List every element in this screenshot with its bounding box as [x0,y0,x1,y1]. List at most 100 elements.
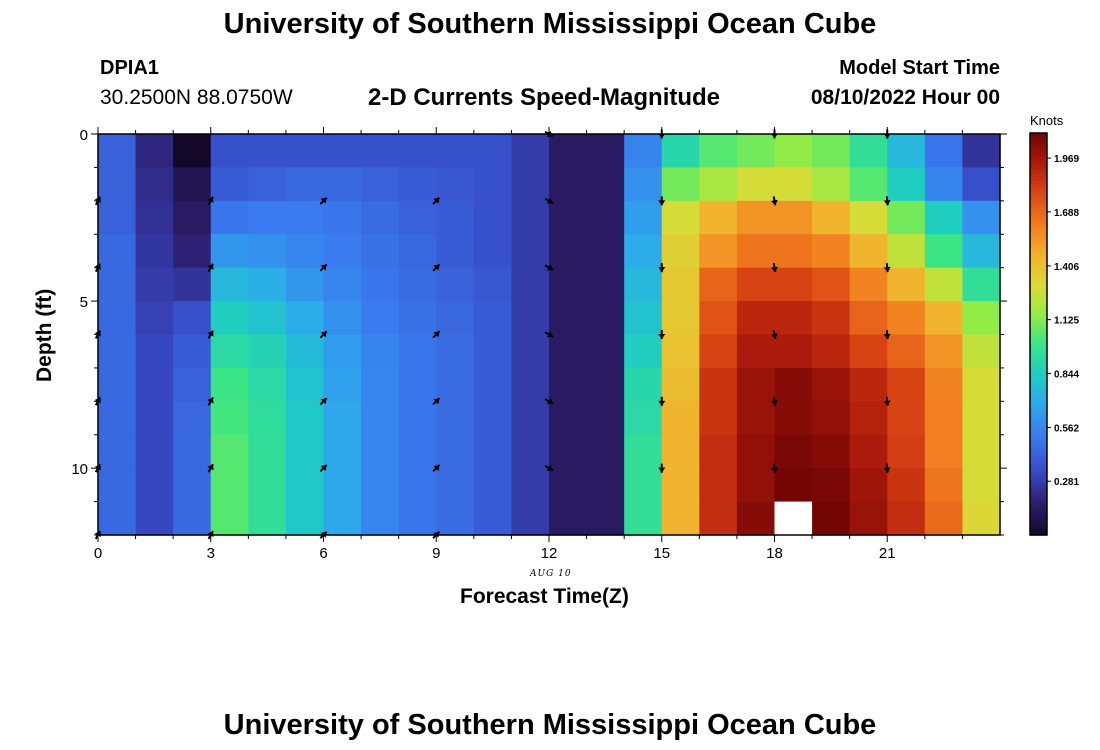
colorbar-segment [1030,323,1047,328]
heatmap-cell [586,200,625,235]
colorbar-segment [1030,317,1047,322]
current-vector-arrow [432,464,441,473]
heatmap-cell [887,434,926,469]
colorbar-segment [1030,414,1047,419]
heatmap-cell [135,501,174,536]
heatmap-cell [849,401,888,436]
colorbar-segment [1030,347,1047,352]
colorbar-segment [1030,434,1047,439]
heatmap-cell [511,434,550,469]
current-vector-arrow [883,196,891,206]
current-vector-arrow [207,396,214,406]
colorbar-segment [1030,280,1047,285]
colorbar-segment [1030,337,1047,342]
current-vector-arrow [207,463,214,473]
heatmap-cell [210,367,249,402]
colorbar-segment [1030,380,1047,385]
y-axis-label: Depth (ft) [33,288,56,382]
current-vector-arrow [544,197,554,204]
heatmap-cell [661,134,700,169]
heatmap-cell [549,367,588,402]
heatmap-cell [586,167,625,202]
current-vector-arrow [319,330,328,339]
heatmap-cell [511,234,550,269]
heatmap-cell [549,267,588,302]
heatmap-cell [736,134,776,169]
current-vector-arrow [432,196,441,205]
colorbar-segment [1030,478,1047,482]
heatmap-cell [398,434,437,469]
x-tick-label: 15 [653,545,670,562]
heatmap-cell [361,134,400,169]
heatmap-cell [962,501,1001,536]
x-tick-label: 0 [94,545,102,562]
colorbar-segment [1030,246,1047,251]
colorbar-segment [1030,210,1047,214]
heatmap-cell [98,167,137,202]
heatmap-cell [210,334,249,369]
heatmap-cell [398,301,437,336]
heatmap-cell [549,167,588,202]
heatmap-cell [436,334,475,369]
colorbar-segment [1030,524,1047,529]
colorbar-segment [1030,488,1047,493]
heatmap-cell [436,401,475,436]
heatmap-cell [511,200,550,235]
current-vector-arrow [432,397,441,406]
heatmap-cell [285,468,325,503]
heatmap-cell [98,334,137,369]
colorbar-segment [1030,354,1047,359]
colorbar-segment [1030,528,1047,533]
heatmap-cell [699,401,738,436]
colorbar-segment [1030,474,1047,479]
heatmap-cell [473,367,513,402]
heatmap-cell [586,267,625,302]
heatmap-cell [248,200,287,235]
heatmap-cell [624,501,663,536]
colorbar-segment [1030,173,1047,178]
heatmap-cell [661,301,700,336]
heatmap-cell [924,301,964,336]
heatmap-cell [173,434,212,469]
heatmap-cell [173,301,212,336]
heatmap-cell [887,267,926,302]
heatmap-cell [473,234,513,269]
heatmap-cell [924,367,964,402]
station-coordinates: 30.2500N 88.0750W [100,86,293,109]
heatmap-cell [473,401,513,436]
colorbar-segment [1030,283,1047,288]
heatmap-cell [398,334,437,369]
heatmap-cell [812,301,851,336]
heatmap-cell [812,401,851,436]
colorbar-segment [1030,367,1047,372]
current-vector-arrow [658,330,666,339]
colorbar-title: Knots [1030,113,1064,128]
heatmap-cell [173,468,212,503]
heatmap-cell [285,200,325,235]
heatmap-cell [924,401,964,436]
heatmap-cell [436,167,475,202]
current-vector-arrow [544,264,554,271]
colorbar-segment [1030,511,1047,516]
heatmap-cell [98,434,137,469]
heatmap-cell [661,200,700,235]
heatmap-cell [962,167,1001,202]
colorbar-segment [1030,357,1047,362]
heatmap-cell [661,334,700,369]
colorbar-segment [1030,169,1047,174]
heatmap-cell [398,501,437,536]
heatmap-cell [849,167,888,202]
heatmap-cell [248,334,287,369]
colorbar-segment [1030,444,1047,449]
heatmap-cell [887,134,926,169]
colorbar-segment [1030,240,1047,245]
colorbar-segment [1030,431,1047,436]
colorbar-segment [1030,327,1047,332]
heatmap-cell [586,401,625,436]
colorbar-segment [1030,397,1047,402]
heatmap-cell [887,301,926,336]
heatmap-cell [924,134,964,169]
colorbar-segment [1030,143,1047,147]
colorbar-segment [1030,451,1047,456]
heatmap-cell [98,367,137,402]
